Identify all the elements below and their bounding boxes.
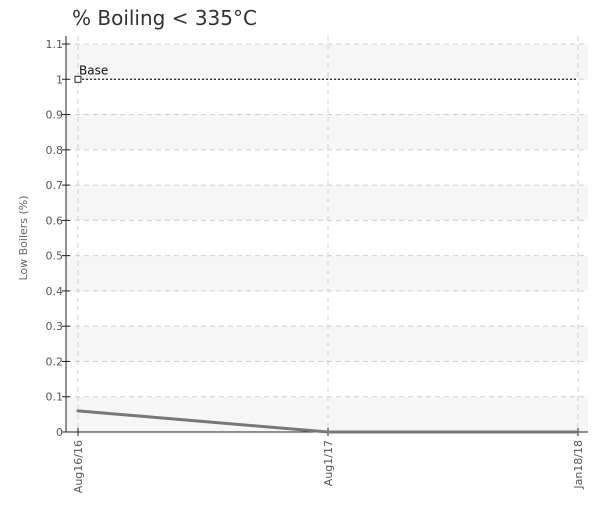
data-point bbox=[326, 430, 330, 434]
background-bands bbox=[66, 44, 588, 432]
y-tick-label: 1.1 bbox=[46, 38, 64, 51]
y-axis-label: Low Boilers (%) bbox=[17, 195, 30, 280]
y-tick-label: 0.6 bbox=[46, 214, 64, 227]
y-tick-label: 0.3 bbox=[46, 320, 64, 333]
series-lines bbox=[76, 409, 580, 434]
data-point bbox=[576, 430, 580, 434]
y-tick-label: 0.4 bbox=[46, 285, 64, 298]
chart-title: % Boiling < 335°C bbox=[72, 6, 257, 30]
y-tick-label: 0.9 bbox=[46, 109, 64, 122]
background-band bbox=[66, 255, 588, 291]
y-tick-label: 0.5 bbox=[46, 250, 64, 263]
x-tick-label: Aug1/17 bbox=[322, 440, 335, 486]
y-tick-label: 1 bbox=[56, 73, 63, 86]
y-axis-ticks: 0 0.1 0.2 0.3 0.4 0.5 0.6 0.7 0.8 0.9 1 1.1 bbox=[46, 38, 70, 439]
y-tick-label: 0.1 bbox=[46, 391, 64, 404]
background-band bbox=[66, 396, 588, 432]
reference-marker bbox=[74, 75, 82, 83]
x-tick-label: Aug16/16 bbox=[72, 440, 85, 493]
x-axis-ticks: Aug16/16 Aug1/17 Jan18/18 bbox=[72, 428, 585, 493]
axes bbox=[65, 36, 588, 433]
background-band bbox=[66, 114, 588, 150]
y-tick-label: 0 bbox=[56, 426, 63, 439]
background-band bbox=[66, 44, 588, 80]
background-band bbox=[66, 185, 588, 221]
x-tick-label: Jan18/18 bbox=[572, 440, 585, 490]
data-point bbox=[76, 409, 80, 413]
grid-lines bbox=[66, 36, 588, 432]
y-tick-label: 0.7 bbox=[46, 179, 64, 192]
reference-line-label: Base bbox=[79, 63, 108, 77]
reference-line-group: Base bbox=[74, 63, 578, 83]
y-tick-label: 0.8 bbox=[46, 144, 64, 157]
background-band bbox=[66, 326, 588, 362]
y-tick-label: 0.2 bbox=[46, 355, 64, 368]
